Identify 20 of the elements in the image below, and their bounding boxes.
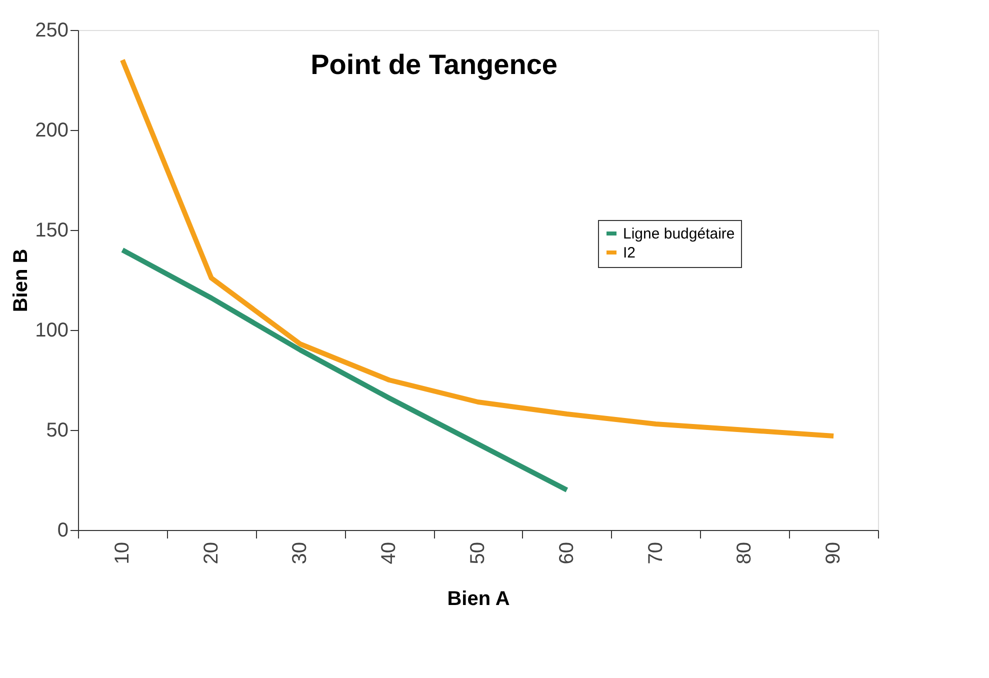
y-tick-label: 50 bbox=[46, 420, 68, 442]
y-tick-label: 0 bbox=[57, 520, 68, 542]
x-tick-label: 10 bbox=[111, 542, 134, 564]
x-tick-label: 20 bbox=[200, 542, 222, 564]
x-tick-label: 50 bbox=[467, 542, 489, 564]
x-tick-label: 70 bbox=[644, 542, 667, 564]
y-tick-label: 100 bbox=[35, 320, 68, 342]
y-axis-title: Bien B bbox=[10, 248, 32, 312]
text: Point de Tangence bbox=[310, 49, 558, 80]
y-tick-label: 250 bbox=[35, 20, 68, 42]
x-tick-label: 60 bbox=[556, 542, 578, 564]
x-tick-label: 40 bbox=[378, 542, 400, 564]
x-tick-label: 30 bbox=[289, 542, 312, 564]
y-tick-label: 200 bbox=[35, 120, 68, 142]
legend-label: Ligne budgétaire bbox=[623, 226, 735, 242]
x-axis-title: Bien A bbox=[447, 588, 510, 610]
legend-label: I2 bbox=[623, 244, 636, 262]
y-tick-label: 150 bbox=[35, 220, 68, 242]
x-tick-label: 80 bbox=[734, 542, 756, 564]
x-tick-label: 90 bbox=[822, 542, 845, 564]
